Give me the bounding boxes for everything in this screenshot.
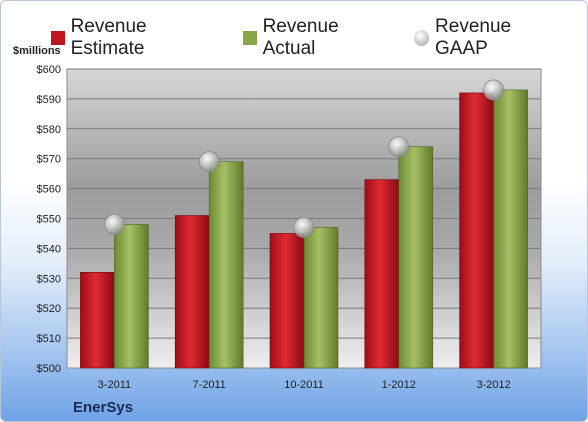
legend-label-estimate: Revenue Estimate bbox=[70, 16, 147, 59]
y-tick-label: $560 bbox=[37, 184, 61, 196]
y-tick-label: $590 bbox=[37, 94, 61, 106]
legend-item-actual: Revenue Actual bbox=[243, 16, 392, 60]
y-tick-label: $540 bbox=[37, 243, 61, 255]
company-name: EnerSys bbox=[73, 399, 134, 416]
legend-label-actual: Revenue Actual bbox=[262, 16, 339, 59]
y-tick-label: $500 bbox=[37, 363, 61, 375]
legend-swatch-actual bbox=[243, 31, 257, 45]
bar-revenue-estimate bbox=[364, 179, 400, 369]
y-tick-label: $600 bbox=[37, 64, 61, 76]
x-tick-label: 1-2012 bbox=[382, 379, 416, 391]
x-tick-label: 3-2012 bbox=[476, 379, 510, 391]
y-axis-unit-label: $millions bbox=[13, 45, 61, 57]
y-tick-label: $510 bbox=[37, 333, 61, 345]
point-revenue-gaap bbox=[293, 217, 315, 238]
point-revenue-gaap bbox=[104, 214, 125, 235]
legend-item-estimate: Revenue Estimate bbox=[51, 16, 221, 60]
bar-revenue-estimate bbox=[269, 233, 305, 369]
bar-revenue-estimate bbox=[80, 272, 115, 369]
bar-revenue-actual bbox=[398, 146, 434, 369]
bar-revenue-actual bbox=[114, 224, 149, 369]
bar-revenue-estimate bbox=[174, 215, 210, 369]
x-tick-label: 10-2011 bbox=[284, 379, 324, 391]
y-tick-label: $530 bbox=[37, 273, 61, 285]
y-tick-label: $570 bbox=[37, 154, 61, 166]
y-tick-label: $550 bbox=[37, 214, 61, 226]
point-revenue-gaap bbox=[483, 79, 505, 101]
point-revenue-gaap bbox=[388, 136, 410, 158]
legend-swatch-estimate bbox=[51, 31, 65, 45]
point-revenue-gaap bbox=[198, 151, 220, 173]
bar-revenue-actual bbox=[208, 161, 244, 369]
bar-revenue-actual bbox=[493, 89, 528, 369]
bar-revenue-estimate bbox=[459, 92, 494, 369]
legend: Revenue Estimate Revenue Actual Revenue … bbox=[51, 16, 587, 60]
y-tick-label: $520 bbox=[37, 303, 61, 315]
y-tick-label: $580 bbox=[37, 124, 61, 136]
legend-item-gaap: Revenue GAAP bbox=[413, 16, 565, 60]
legend-marker-gaap bbox=[413, 30, 430, 46]
legend-label-gaap: Revenue GAAP bbox=[435, 16, 512, 59]
bar-revenue-actual bbox=[303, 227, 339, 369]
x-tick-label: 3-2011 bbox=[98, 379, 131, 391]
x-tick-label: 7-2011 bbox=[192, 379, 225, 391]
